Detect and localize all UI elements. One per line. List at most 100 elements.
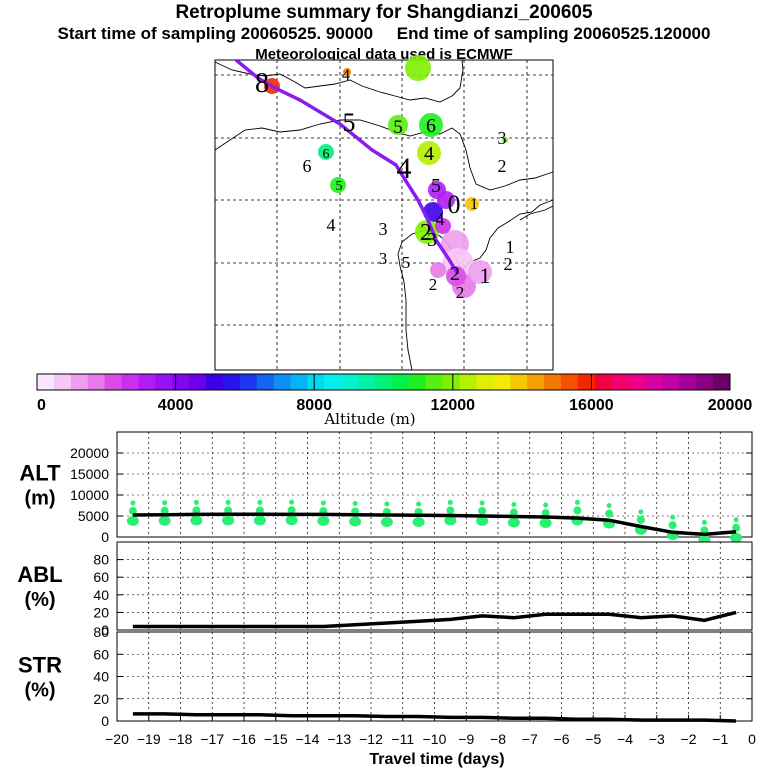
- y-tick-label: 80: [93, 552, 109, 568]
- y-tick-label: 60: [93, 569, 109, 585]
- plume-dot: [318, 144, 334, 160]
- colorbar-cell: [645, 374, 663, 390]
- colorbar-cell: [679, 374, 697, 390]
- altitude-point: [190, 515, 203, 526]
- met-data-label: Meteorological data used is ECMWF: [255, 46, 513, 63]
- colorbar-cell: [696, 374, 714, 390]
- plume-age-label: 4: [342, 67, 350, 84]
- plume-age-label: 1: [470, 196, 478, 213]
- colorbar-cell: [493, 374, 511, 390]
- colorbar-cell: [87, 374, 106, 390]
- colorbar-cell: [341, 374, 359, 390]
- plume-age-label: 2: [429, 275, 438, 294]
- colorbar-cell: [442, 374, 461, 390]
- colorbar-cell: [662, 374, 680, 390]
- colorbar-cell: [391, 374, 410, 390]
- altitude-point: [222, 515, 235, 526]
- altitude-point: [670, 514, 676, 520]
- altitude-colorbar: [36, 373, 731, 391]
- panel-str: 0 20 40 60 80 STR(%): [18, 624, 753, 729]
- map-frame: [214, 59, 554, 371]
- altitude-point: [253, 515, 266, 526]
- plume-dot: [502, 137, 508, 143]
- x-tick-label: −12: [359, 731, 383, 747]
- altitude-mean-line: [132, 512, 737, 537]
- altitude-point: [543, 502, 549, 508]
- colorbar-cell: [408, 374, 427, 390]
- x-tick-label: −8: [490, 731, 506, 747]
- y-tick-label: 15000: [70, 466, 109, 482]
- altitude-point: [130, 500, 136, 506]
- sampling-times: Start time of sampling 20060525. 90000 E…: [0, 24, 768, 44]
- plume-dot: [405, 55, 431, 81]
- panel-y-unit: (%): [24, 680, 55, 702]
- plume-age-label: 6: [323, 147, 330, 162]
- x-tick-label: −16: [232, 731, 256, 747]
- colorbar-cell: [155, 374, 173, 390]
- plume-dots: [264, 55, 508, 298]
- plume-age-label: 5: [343, 108, 356, 137]
- colorbar-cell: [358, 374, 376, 390]
- altitude-point: [732, 523, 741, 532]
- x-tick-label: −7: [522, 731, 538, 747]
- altitude-point: [509, 508, 518, 517]
- x-tick-label: −15: [264, 731, 288, 747]
- altitude-point: [128, 506, 137, 515]
- panel-alt: 0 5000 10000 15000 20000 ALT(m): [19, 431, 753, 546]
- x-tick-label: −18: [169, 731, 193, 747]
- altitude-point: [255, 506, 264, 515]
- x-tick-label: −14: [296, 731, 320, 747]
- plume-dot: [430, 262, 446, 278]
- plume-dot: [388, 115, 408, 135]
- x-axis-label: Travel time (days): [369, 751, 504, 768]
- coastline-peninsula: [519, 205, 554, 221]
- plume-dot: [343, 68, 351, 76]
- border-mid: [214, 119, 554, 191]
- altitude-point: [478, 506, 487, 515]
- altitude-point: [160, 506, 169, 515]
- altitude-point: [193, 499, 199, 505]
- colorbar-cell: [37, 374, 55, 390]
- altitude-point: [539, 518, 552, 529]
- altitude-point: [257, 499, 263, 505]
- colorbar-cell: [307, 374, 325, 390]
- colorbar-cell: [206, 374, 224, 390]
- y-tick-label: 20: [93, 604, 109, 620]
- plume-age-label: 4: [436, 209, 445, 229]
- altitude-point: [412, 517, 425, 527]
- altitude-point: [224, 506, 233, 515]
- altitude-point: [289, 499, 295, 505]
- plume-age-label: 3: [379, 219, 388, 239]
- plume-dot: [437, 191, 455, 209]
- altitude-point: [730, 532, 743, 543]
- colorbar-tick-label: 4000: [158, 397, 194, 414]
- altitude-point: [192, 506, 201, 515]
- plume-dot: [468, 260, 492, 284]
- altitude-point: [573, 506, 582, 515]
- altitude-point: [668, 521, 677, 530]
- altitude-point: [158, 515, 171, 526]
- altitude-point: [733, 517, 739, 523]
- y-tick-label: 0: [101, 529, 109, 545]
- plume-age-label: 4: [397, 152, 412, 185]
- colorbar-cell: [560, 374, 579, 390]
- plume-age-label: 2: [456, 283, 465, 302]
- altitude-point: [416, 501, 422, 507]
- plume-age-label: 4: [424, 143, 434, 165]
- end-time-label: End time of sampling 20060525.120000: [396, 24, 711, 43]
- start-time-label: Start time of sampling 20060525. 90000: [57, 24, 374, 43]
- colorbar-cell: [121, 374, 139, 390]
- plume-dot: [417, 141, 441, 165]
- colorbar-cell: [510, 374, 528, 390]
- altitude-point: [317, 515, 330, 526]
- plume-age-label: 5: [393, 117, 403, 138]
- plume-age-label: 0: [448, 190, 461, 219]
- y-tick-label: 20: [93, 691, 109, 707]
- x-tick-label: −13: [327, 731, 351, 747]
- x-tick-label: −17: [200, 731, 224, 747]
- colorbar-axis-label: Altitude (m): [323, 410, 415, 428]
- plume-dot: [330, 177, 346, 193]
